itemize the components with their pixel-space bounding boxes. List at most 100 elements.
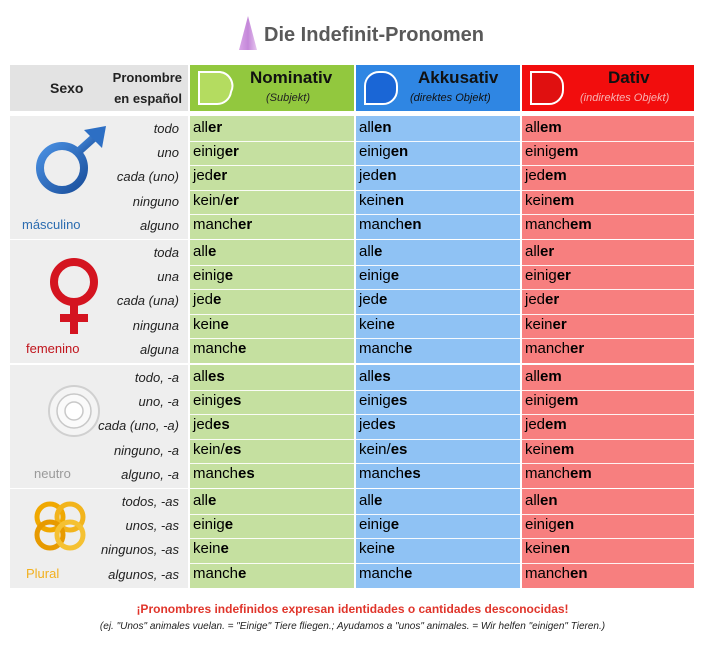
ending: e: [238, 564, 247, 582]
pronoun-form: jedem: [525, 416, 567, 433]
case-name: Dativ: [608, 68, 650, 87]
ending: es: [224, 440, 242, 458]
pronoun-form: jede: [193, 291, 221, 308]
pronoun-form: alle: [193, 492, 216, 509]
column-dativ: allem einigem jedem keinem manchem: [522, 365, 694, 488]
row-divider: [522, 313, 694, 315]
row-divider: [356, 438, 520, 440]
ending: em: [540, 119, 562, 136]
stem: einig: [525, 392, 557, 410]
row-divider: [356, 189, 520, 191]
ending: e: [238, 339, 247, 357]
pronoun-form: manche: [193, 565, 246, 582]
stem: all: [359, 119, 375, 136]
column-nominativ: alle einige jede keine manche: [190, 240, 354, 363]
spanish-pronoun: alguna: [139, 341, 179, 357]
pronoun-form: manchen: [359, 216, 422, 233]
page-title: Die Indefinit-Pronomen: [264, 24, 484, 46]
column-akkusativ: alles einiges jedes kein/es manches: [356, 365, 520, 488]
ending: er: [540, 243, 555, 260]
ending: em: [556, 392, 579, 410]
ending: e: [208, 243, 217, 260]
row-divider: [522, 414, 694, 416]
stem: manch: [193, 215, 239, 233]
ending: em: [540, 368, 562, 385]
ending: es: [379, 416, 396, 434]
stem: jed: [525, 416, 546, 434]
spanish-pronoun: algunos, -as: [108, 566, 179, 582]
spanish-pronoun: ninguno, -a: [113, 442, 179, 458]
column-nominativ: aller einiger jeder kein/er mancher: [190, 116, 354, 239]
footer-example: (ej. "Unos" animales vuelan. = "Einige" …: [99, 621, 606, 632]
spanish-pronoun: cada (una): [116, 293, 179, 309]
ending: en: [374, 119, 392, 136]
pronoun-form: einigen: [359, 143, 408, 160]
row-divider: [190, 562, 354, 564]
stem: jed: [525, 167, 546, 185]
row-divider: [190, 165, 354, 167]
row-divider: [356, 390, 520, 392]
stem: manch: [193, 564, 239, 582]
ending: em: [556, 143, 579, 161]
gender-group: neutro todo, -a uno, -a cada (uno, -a) ningu…: [10, 365, 188, 488]
ending: e: [386, 315, 395, 333]
column-dativ: allen einigen keinen manchen: [522, 489, 694, 588]
pronoun-form: mancher: [193, 216, 252, 233]
column-dativ: aller einiger jeder keiner mancher: [522, 240, 694, 363]
pronoun-form: kein/es: [359, 441, 407, 458]
pronoun-form: einigem: [525, 143, 578, 160]
ending: es: [390, 392, 408, 410]
stem: manch: [525, 464, 571, 482]
column-akkusativ: alle einige jede keine manche: [356, 240, 520, 363]
pronoun-form: manches: [193, 465, 255, 482]
row-divider: [522, 514, 694, 516]
row-divider: [190, 313, 354, 315]
ending: em: [545, 416, 567, 434]
ending: er: [545, 291, 560, 309]
ending: es: [390, 440, 408, 458]
pronoun-form: allem: [525, 119, 562, 136]
female-symbol-icon: [44, 256, 104, 341]
row-divider: [522, 462, 694, 464]
ending: en: [379, 167, 397, 185]
row-divider: [522, 189, 694, 191]
case-sub: (indirektes Objekt): [580, 92, 670, 104]
pronoun-form: manche: [193, 340, 246, 357]
stem: manch: [359, 464, 405, 482]
row-divider: [356, 265, 520, 267]
row-divider: [190, 538, 354, 540]
stem: all: [359, 492, 375, 509]
stem: kein/: [359, 440, 391, 458]
row-divider: [190, 438, 354, 440]
header-pronombre: Pronombre: [112, 70, 182, 85]
gender-group: Plural todos, -as unos, -as ningunos, -as al…: [10, 489, 188, 588]
ending: e: [374, 243, 383, 260]
spanish-pronoun: uno, -a: [138, 394, 179, 410]
green-speech-bubble-icon: [198, 71, 234, 106]
title-area: Die Indefinit-Pronomen: [0, 10, 705, 58]
ending: es: [208, 368, 225, 385]
row-divider: [356, 562, 520, 564]
row-divider: [190, 462, 354, 464]
stem: jed: [359, 291, 380, 309]
stem: einig: [193, 392, 225, 410]
stem: kein: [359, 191, 387, 209]
stem: kein: [359, 315, 387, 333]
row-divider: [190, 265, 354, 267]
pronoun-form: einige: [359, 516, 399, 533]
spanish-pronoun: uno: [157, 145, 179, 161]
ending: er: [238, 215, 253, 233]
stem: manch: [193, 464, 239, 482]
pronoun-form: jedes: [359, 416, 396, 433]
row-divider: [356, 141, 520, 143]
spanish-pronoun: cada (uno): [116, 169, 179, 185]
ending: e: [390, 516, 400, 534]
ending: er: [224, 191, 239, 209]
stem: einig: [193, 516, 225, 534]
ending: er: [213, 167, 228, 185]
stem: jed: [193, 167, 214, 185]
stem: manch: [359, 564, 405, 582]
ending: e: [208, 492, 217, 509]
header-sexo: Sexo: [50, 80, 84, 96]
ending: e: [374, 492, 383, 509]
